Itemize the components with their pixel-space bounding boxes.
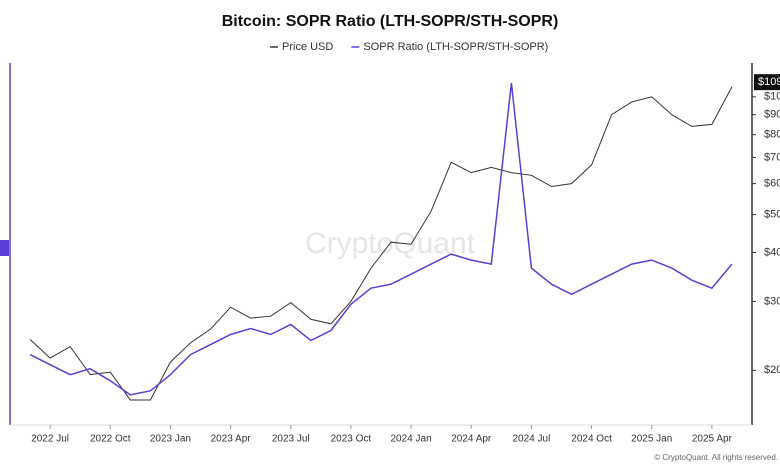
y2-tick-label: $80K [764, 129, 780, 141]
y2-tick-label: $50K [764, 209, 780, 221]
y2-tick-label: $70K [764, 151, 780, 163]
x-tick-label: 2023 Oct [331, 434, 372, 445]
y2-tick-label: $40K [764, 246, 780, 258]
x-tick-label: 2025 Apr [692, 434, 733, 445]
x-tick-label: 2022 Oct [90, 434, 131, 445]
x-tick-label: 2024 Jul [512, 434, 550, 445]
x-tick-label: 2023 Jan [150, 434, 191, 445]
x-tick-label: 2022 Jul [31, 434, 69, 445]
chart-title: Bitcoin: SOPR Ratio (LTH-SOPR/STH-SOPR) [222, 13, 559, 30]
footer: © CryptoQuant. All rights reserved. [654, 453, 778, 462]
y2-tick-label: $100K [764, 91, 780, 103]
x-tick-label: 2025 Jan [631, 434, 672, 445]
y2-tick-label: $90K [764, 109, 780, 121]
series-line [29, 86, 733, 401]
x-tick-label: 2024 Apr [451, 434, 492, 445]
series-line [29, 83, 733, 396]
x-tick-label: 2023 Jul [272, 434, 310, 445]
legend-label: Price USD [282, 41, 333, 53]
x-tick-label: 2024 Jan [391, 434, 432, 445]
legend-label: SOPR Ratio (LTH-SOPR/STH-SOPR) [363, 41, 548, 53]
x-tick-label: 2023 Apr [211, 434, 252, 445]
last-price-label: $109K [758, 76, 780, 88]
left-axis-marker [0, 240, 9, 256]
x-tick-label: 2024 Oct [571, 434, 612, 445]
last-price-box [754, 74, 780, 91]
y2-tick-label: $20K [764, 364, 780, 376]
y2-tick-label: $30K [764, 295, 780, 307]
y2-tick-label: $60K [764, 178, 780, 190]
